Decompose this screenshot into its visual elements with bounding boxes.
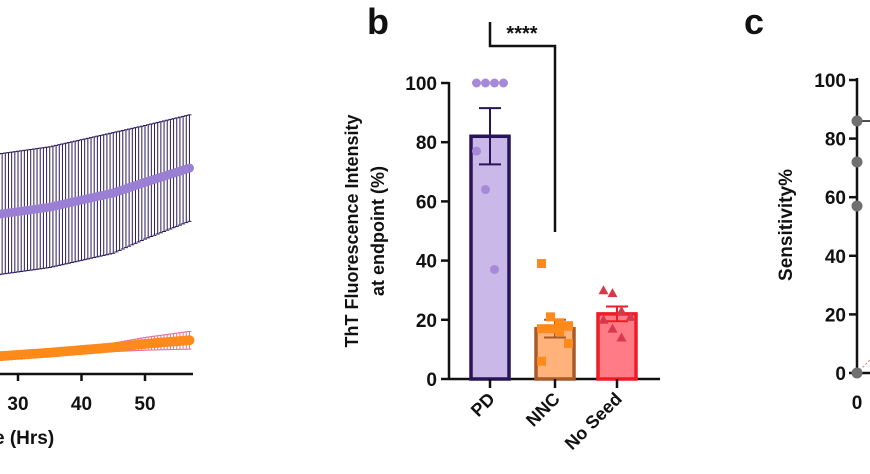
data-point: [490, 264, 499, 274]
data-point: [555, 327, 564, 337]
data-point: [851, 367, 863, 379]
data-point: [537, 259, 546, 269]
data-point: [546, 312, 555, 322]
bar-pd: [469, 134, 511, 381]
data-point: [616, 332, 627, 342]
y-tick-label: 20: [416, 311, 437, 332]
data-point: [481, 78, 490, 88]
data-point: [616, 305, 627, 315]
y-tick-label: 100: [814, 71, 846, 92]
data-point: [851, 156, 863, 168]
x-tick-label: 30: [7, 394, 28, 415]
data-point: [851, 115, 863, 127]
data-point: [472, 78, 481, 88]
data-point: [537, 356, 546, 366]
data-point: [481, 185, 490, 195]
data-point: [625, 311, 636, 321]
data-point: [499, 78, 508, 88]
x-tick-label: No Seed: [561, 389, 626, 454]
data-point: [851, 200, 863, 212]
y-tick-label: 60: [416, 192, 437, 213]
y-tick-label: 80: [416, 133, 437, 154]
data-point: [555, 318, 564, 328]
y-axis-label: at endpoint (%): [368, 166, 388, 296]
significance-label: ****: [506, 23, 537, 45]
y-axis-label: Sensitivity%: [776, 169, 797, 281]
y-tick-label: 0: [835, 364, 846, 385]
data-point: [490, 78, 499, 88]
panel-label: c: [744, 1, 764, 42]
data-point: [564, 338, 573, 348]
data-point: [564, 321, 573, 331]
y-tick-label: 40: [825, 247, 846, 268]
data-point: [598, 314, 609, 324]
y-tick-label: 20: [825, 305, 846, 326]
data-point: [537, 324, 546, 334]
data-point: [184, 335, 195, 346]
data-point: [598, 285, 609, 295]
x-tick-label: NNC: [522, 389, 564, 431]
x-axis-label: e (Hrs): [0, 428, 54, 449]
y-tick-label: 60: [825, 188, 846, 209]
panel-label: b: [367, 1, 389, 42]
x-tick-label: 50: [134, 394, 155, 415]
panel-b: b 0 20 40 60 80 100 ThT Fluorescence Intensity a…: [342, 1, 660, 454]
x-tick-label: 0: [852, 393, 863, 414]
y-tick-label: 0: [426, 370, 437, 391]
significance-bracket: [488, 22, 557, 232]
y-tick-label: 40: [416, 252, 437, 273]
data-point: [546, 324, 555, 334]
panel-a: 30 40 50 e (Hrs): [0, 114, 195, 449]
data-point: [472, 146, 481, 156]
panel-c: c 0 20 40 60 80 100 Sensitivity% 0: [744, 1, 870, 414]
y-axis-label: ThT Fluorescence Intensity: [342, 114, 362, 347]
data-point: [607, 288, 618, 298]
x-tick-label: 40: [71, 394, 92, 415]
data-point: [607, 323, 618, 333]
reference-line: [856, 359, 870, 374]
y-tick-label: 100: [405, 74, 437, 95]
data-point: [184, 163, 194, 173]
x-tick-label: PD: [467, 389, 499, 421]
y-tick-label: 80: [825, 130, 846, 151]
